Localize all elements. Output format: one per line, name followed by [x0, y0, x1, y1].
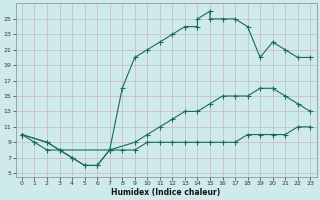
- X-axis label: Humidex (Indice chaleur): Humidex (Indice chaleur): [111, 188, 221, 197]
